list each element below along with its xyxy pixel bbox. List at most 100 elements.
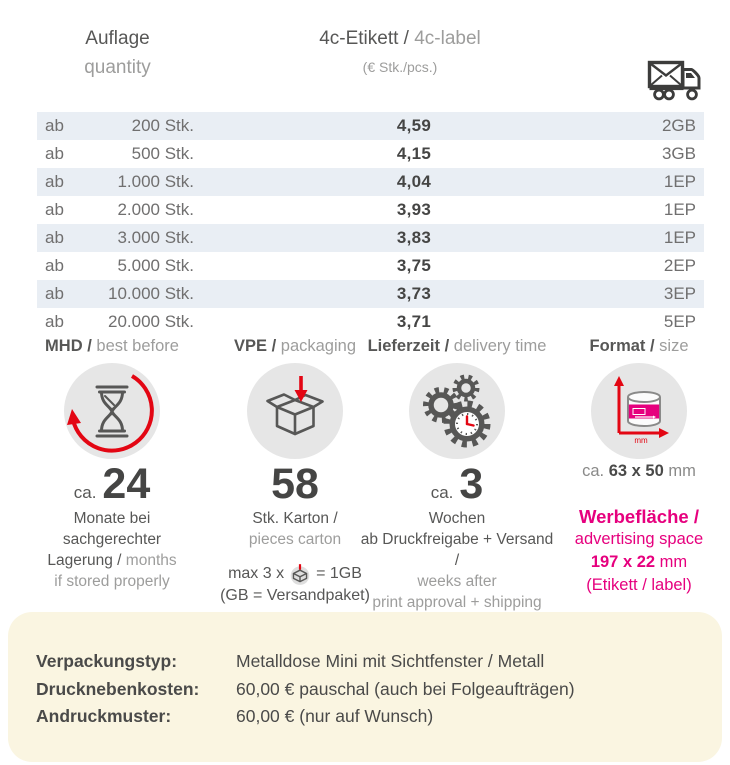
info-delivery-time: Lieferzeit / delivery time ca. 3	[357, 337, 557, 613]
row-price: 4,59	[396, 116, 432, 135]
footer-row: Drucknebenkosten: 60,00 € pauschal (auch…	[36, 676, 702, 704]
row-prefix: ab	[45, 200, 64, 219]
vpe-note: max 3 x = 1GB (GB = Versandpaket)	[205, 562, 385, 605]
advertising-space-block: Werbefläche / advertising space 197 x 22…	[553, 505, 725, 597]
delivery-line2: ab Druckfreigabe + Versand /	[360, 530, 554, 569]
mhd-line4: if stored properly	[54, 572, 170, 590]
ad-title-en: advertising space	[574, 530, 704, 548]
delivery-title-de: Lieferzeit /	[367, 337, 450, 355]
footer-row: Verpackungstyp: Metalldose Mini mit Sich…	[36, 648, 702, 676]
vpe-title-de: VPE /	[233, 337, 277, 355]
row-prefix: ab	[45, 228, 64, 247]
row-price: 3,71	[396, 312, 432, 331]
row-shipping-code: 3EP	[663, 284, 696, 303]
mhd-line2: sachgerechter	[62, 530, 162, 548]
vpe-note-row: max 3 x = 1GB	[205, 562, 385, 586]
row-shipping-code: 3GB	[661, 144, 696, 163]
row-shipping-code: 2GB	[661, 116, 696, 135]
column-header-product: 4c-Etikett / 4c-label (€ Stk./pcs.)	[230, 24, 570, 82]
header-product-en: 4c-label	[414, 28, 481, 49]
ad-title-de: Werbefläche /	[579, 506, 699, 527]
vpe-note-post: = 1GB	[316, 565, 362, 583]
column-header-quantity: Auflage quantity	[45, 24, 190, 82]
row-shipping-code: 5EP	[663, 312, 696, 331]
format-title-de: Format /	[589, 337, 655, 355]
mhd-value-line: ca. 24	[22, 463, 202, 506]
packaging-details-box: Verpackungstyp: Metalldose Mini mit Sich…	[8, 612, 722, 762]
row-quantity: 1.000 Stk.	[117, 172, 194, 191]
delivery-big-number: 3	[459, 460, 484, 508]
row-quantity: 5.000 Stk.	[117, 256, 194, 275]
row-prefix: ab	[45, 256, 64, 275]
shipping-truck-icon	[647, 60, 701, 101]
delivery-title: Lieferzeit / delivery time	[357, 337, 557, 356]
table-row: ab 20.000 Stk. 3,71 5EP	[37, 308, 704, 336]
delivery-value-line: ca. 3	[357, 460, 557, 508]
vpe-note-pre: max 3 x	[228, 565, 285, 583]
info-vpe: VPE / packaging 58 Stk. Karton / pieces …	[205, 337, 385, 605]
ad-note: (Etikett / label)	[586, 576, 692, 594]
row-shipping-code: 1EP	[663, 200, 696, 219]
footer-label: Drucknebenkosten:	[36, 678, 200, 699]
hourglass-icon	[64, 363, 160, 459]
row-prefix: ab	[45, 116, 64, 135]
row-price: 3,75	[396, 256, 432, 275]
vpe-description: Stk. Karton / pieces carton	[205, 508, 385, 550]
footer-row: Andruckmuster: 60,00 € (nur auf Wunsch)	[36, 703, 702, 731]
price-table: ab 200 Stk. 4,59 2GB ab 500 Stk. 4,15 3G…	[37, 112, 704, 336]
row-prefix: ab	[45, 172, 64, 191]
footer-value: 60,00 € (nur auf Wunsch)	[236, 706, 434, 726]
footer-label: Verpackungstyp:	[36, 651, 178, 671]
row-shipping-code: 1EP	[663, 172, 696, 191]
info-mhd: MHD / best before ca. 24 Monate bei sach…	[22, 337, 202, 592]
vpe-big-number: 58	[271, 460, 319, 508]
table-row: ab 10.000 Stk. 3,73 3EP	[37, 280, 704, 308]
row-shipping-code: 2EP	[663, 256, 696, 275]
header-quantity-en: quantity	[84, 57, 151, 78]
delivery-title-en: delivery time	[453, 337, 547, 355]
vpe-note2: (GB = Versandpaket)	[220, 586, 370, 604]
mhd-title: MHD / best before	[22, 337, 202, 356]
row-quantity: 3.000 Stk.	[117, 228, 194, 247]
gears-clock-icon	[409, 363, 505, 459]
mhd-title-en: best before	[96, 337, 179, 355]
mini-parcel-icon	[290, 564, 310, 585]
tin-can-dimensions-icon: mm	[591, 363, 687, 459]
info-format: Format / size mm ca. 63 x 50 mm Werbeflä…	[553, 337, 725, 597]
format-title: Format / size	[553, 337, 725, 356]
delivery-approx: ca.	[430, 483, 454, 502]
vpe-line1: Stk. Karton /	[252, 509, 338, 527]
header-price-unit: (€ Stk./pcs.)	[362, 59, 438, 75]
mhd-line1: Monate bei	[73, 509, 151, 527]
footer-label: Andruckmuster:	[36, 706, 172, 726]
ad-size-line: 197 x 22 mm	[590, 553, 688, 571]
table-row: ab 200 Stk. 4,59 2GB	[37, 112, 704, 140]
row-price: 3,73	[396, 284, 432, 303]
delivery-description: Wochen ab Druckfreigabe + Versand / week…	[357, 508, 557, 613]
row-price: 4,04	[396, 172, 432, 191]
row-quantity: 500 Stk.	[131, 144, 194, 163]
row-prefix: ab	[45, 284, 64, 303]
format-size-line: ca. 63 x 50 mm	[582, 462, 696, 480]
row-prefix: ab	[45, 312, 64, 331]
table-row: ab 1.000 Stk. 4,04 1EP	[37, 168, 704, 196]
table-row: ab 500 Stk. 4,15 3GB	[37, 140, 704, 168]
row-quantity: 10.000 Stk.	[107, 284, 194, 303]
packaging-box-icon	[247, 363, 343, 459]
vpe-line2: pieces carton	[248, 530, 342, 548]
delivery-line4: print approval + shipping	[372, 593, 542, 611]
mhd-approx: ca.	[73, 483, 97, 502]
table-row: ab 3.000 Stk. 3,83 1EP	[37, 224, 704, 252]
footer-value: 60,00 € pauschal (auch bei Folgeaufträge…	[236, 678, 575, 699]
vpe-value-line: 58	[205, 460, 385, 508]
row-price: 3,83	[396, 228, 432, 247]
format-title-en: size	[659, 337, 689, 355]
mhd-line3: Lagerung / months	[47, 551, 177, 569]
mhd-description: Monate bei sachgerechter Lagerung / mont…	[22, 508, 202, 592]
header-product-de: 4c-Etikett /	[319, 28, 409, 49]
row-prefix: ab	[45, 144, 64, 163]
row-price: 4,15	[396, 144, 432, 163]
footer-value: Metalldose Mini mit Sichtfenster / Metal…	[236, 651, 545, 671]
row-quantity: 20.000 Stk.	[107, 312, 194, 331]
